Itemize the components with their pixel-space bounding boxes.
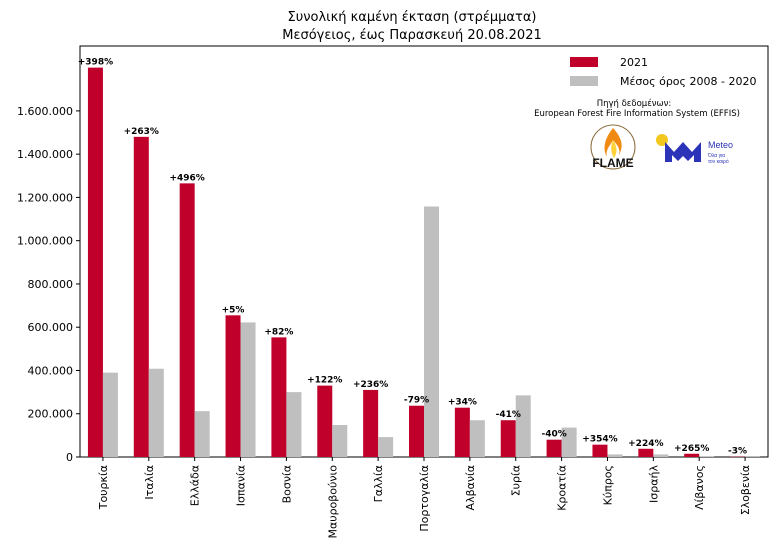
legend-label-average: Μέσος όρος 2008 - 2020 — [620, 75, 756, 88]
chart-title: Συνολική καμένη έκταση (στρέμματα) — [288, 10, 537, 25]
change-label: -3% — [728, 447, 747, 457]
bar-2021 — [500, 420, 516, 457]
change-label: +82% — [264, 327, 293, 337]
change-label: +354% — [582, 435, 617, 445]
change-label: +263% — [124, 127, 159, 137]
x-tick-label: Συρία — [510, 465, 523, 496]
y-axis: 0 200.000 400.000 600.000 800.000 1.000.000 1.… — [17, 105, 80, 464]
change-label: -79% — [404, 396, 429, 406]
x-tick-label: Μαυροβούνιο — [326, 465, 339, 539]
bar-average — [332, 424, 348, 457]
change-label: -41% — [496, 410, 521, 420]
change-label: +34% — [448, 398, 477, 408]
bar-average — [699, 456, 715, 457]
y-tick-label: 0 — [66, 451, 73, 464]
bar-average — [515, 395, 531, 457]
bar-2021 — [454, 407, 470, 457]
bar-average — [424, 206, 439, 457]
x-tick-label: Ελλάδα — [189, 465, 202, 506]
y-tick-label: 200.000 — [28, 408, 74, 421]
change-label: +224% — [628, 439, 663, 449]
y-tick-label: 1.400.000 — [17, 148, 73, 161]
change-label: +122% — [307, 376, 342, 386]
bar-2021 — [271, 337, 287, 457]
bar-2021 — [363, 389, 379, 457]
legend-swatch-average — [570, 76, 598, 86]
change-label: +265% — [674, 444, 709, 454]
bar-2021 — [133, 136, 149, 457]
y-tick-label: 800.000 — [28, 278, 74, 291]
bar-average — [469, 420, 485, 457]
legend: 2021 Μέσος όρος 2008 - 2020 — [570, 56, 756, 88]
x-tick-label: Γαλλία — [372, 465, 385, 502]
meteo-logo-sub1: Όλα για — [707, 153, 725, 159]
change-label: +496% — [169, 173, 204, 183]
change-label: +5% — [222, 305, 245, 315]
bar-2021 — [179, 183, 195, 457]
change-label: +236% — [353, 380, 388, 390]
x-tick-label: Σλοβενία — [739, 465, 752, 515]
bar-average — [653, 454, 669, 457]
x-tick-label: Τουρκία — [97, 465, 110, 510]
bar-2021 — [546, 439, 562, 457]
y-tick-label: 1.200.000 — [17, 191, 73, 204]
bar-average — [378, 437, 394, 457]
y-tick-label: 1.000.000 — [17, 235, 73, 248]
x-tick-label: Κύπρος — [601, 465, 614, 505]
x-tick-label: Ιταλία — [143, 465, 156, 500]
bar-average — [148, 368, 164, 457]
bar-2021 — [592, 444, 608, 457]
source-text: European Forest Fire Information System … — [534, 109, 740, 119]
bars-group: +398% +263% +496% +5% +82% +122% +236% -79% +34%… — [78, 58, 761, 457]
bar-average — [607, 454, 623, 457]
meteo-logo-text: Meteo — [708, 140, 733, 150]
y-tick-label: 1.600.000 — [17, 105, 73, 118]
y-tick-label: 600.000 — [28, 321, 74, 334]
source-label: Πηγή δεδομένων: — [597, 98, 672, 109]
flame-logo-text: FLAME — [592, 156, 633, 170]
bar-average — [102, 372, 118, 457]
x-tick-label: Πορτογαλία — [418, 465, 431, 532]
flame-logo: FLAME — [590, 124, 636, 170]
x-tick-label: Λίβανος — [693, 465, 706, 510]
y-tick-label: 400.000 — [28, 364, 74, 377]
bar-2021 — [87, 67, 103, 457]
bar-average — [286, 392, 302, 457]
x-tick-label: Βοσνία — [280, 465, 293, 503]
legend-swatch-2021 — [570, 57, 598, 67]
change-label: -40% — [541, 430, 566, 440]
x-tick-label: Ισραήλ — [647, 465, 660, 503]
bar-2021 — [317, 385, 333, 457]
bar-2021 — [225, 315, 241, 457]
bar-2021 — [638, 448, 654, 457]
chart-subtitle: Μεσόγειος, έως Παρασκευή 20.08.2021 — [282, 28, 542, 43]
bar-2021 — [409, 405, 424, 457]
bar-2021 — [684, 453, 700, 457]
bar-average — [240, 322, 256, 457]
bar-average — [561, 427, 577, 457]
x-tick-label: Ισπανία — [235, 465, 248, 506]
x-tick-label: Κροατία — [556, 465, 569, 511]
legend-label-2021: 2021 — [620, 56, 648, 69]
meteo-logo: Meteo Όλα για τον καιρό — [656, 134, 733, 165]
x-tick-label: Αλβανία — [464, 465, 477, 510]
bar-average — [194, 411, 210, 457]
change-label: +398% — [78, 58, 113, 68]
meteo-logo-sub2: τον καιρό — [708, 158, 729, 165]
x-axis: Τουρκία Ιταλία Ελλάδα Ισπανία Βοσνία Μαυροβού… — [97, 457, 752, 539]
